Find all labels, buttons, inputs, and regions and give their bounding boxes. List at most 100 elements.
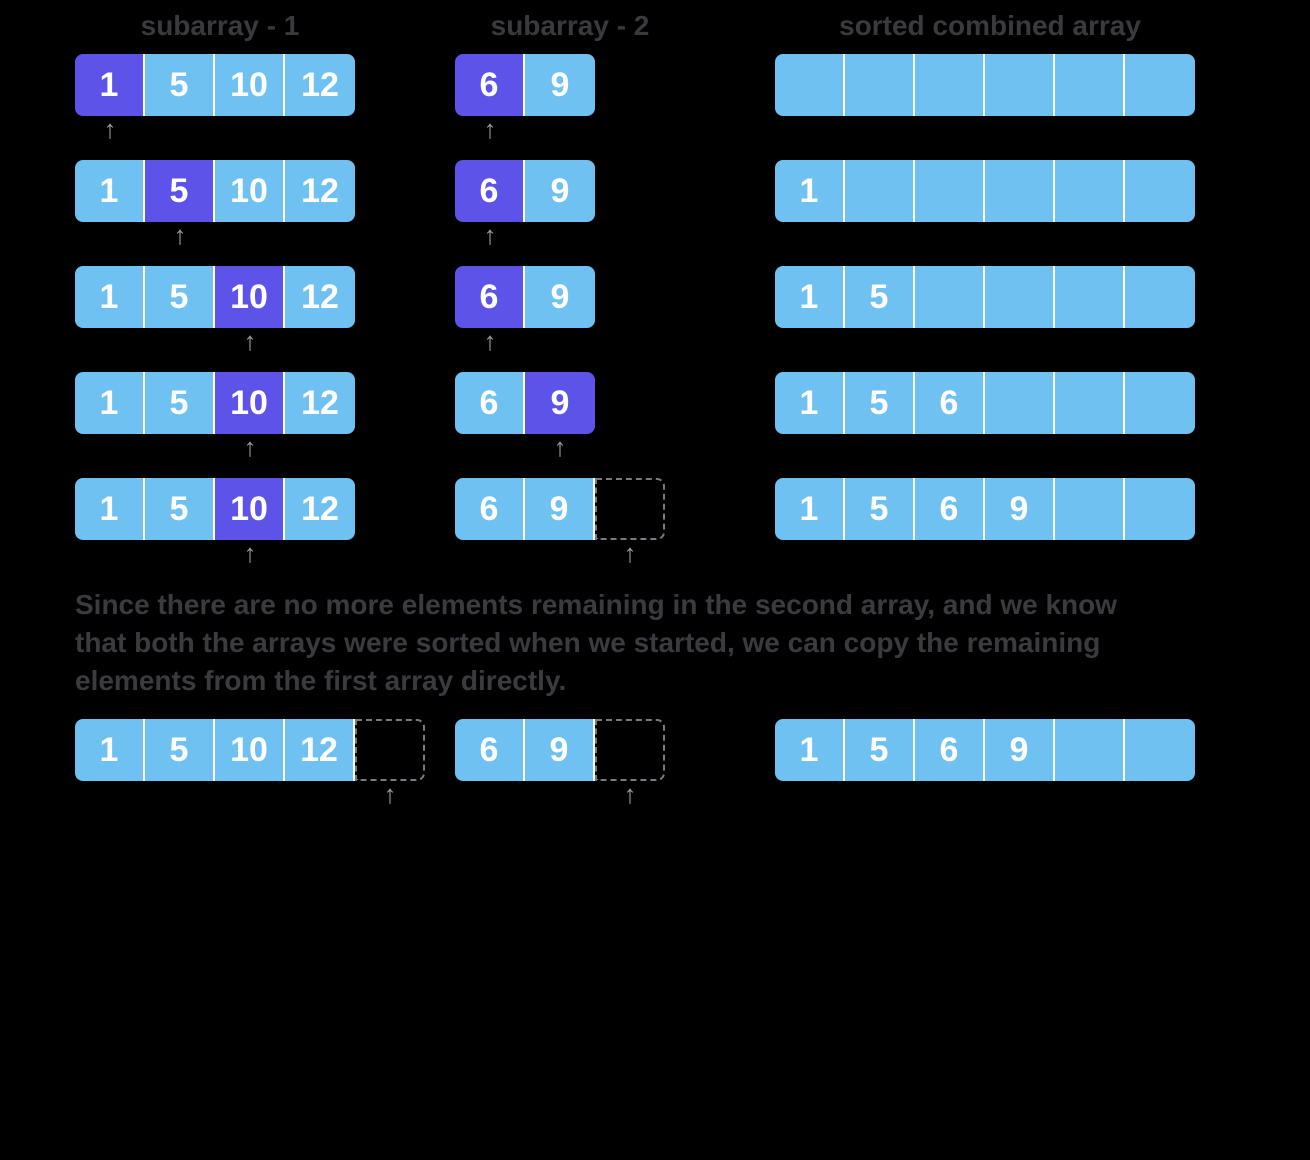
array-cell	[1125, 478, 1195, 540]
array: 151012	[75, 160, 435, 222]
array-cell: 9	[985, 478, 1055, 540]
array-cell: 1	[75, 266, 145, 328]
pointer-arrow-icon: ↑	[75, 118, 145, 146]
array: 15	[775, 266, 1205, 328]
pointer-row: ↑	[455, 330, 675, 358]
array: 69	[455, 54, 675, 116]
pointer-arrow-icon	[215, 783, 285, 811]
pointer-arrow-icon: ↑	[525, 436, 595, 464]
pointer-arrow-icon	[285, 118, 355, 146]
pointer-arrow-icon	[455, 542, 525, 570]
subarray-2-col: 69↑	[455, 478, 675, 570]
subarray-1-col: 151012↑	[75, 372, 435, 464]
combined-array-col	[775, 54, 1205, 116]
pointer-row: ↑	[455, 224, 675, 252]
pointer-arrow-icon	[285, 330, 355, 358]
caption-text: Since there are no more elements remaini…	[75, 586, 1155, 699]
array-cell: 9	[985, 719, 1055, 781]
array: 1	[775, 160, 1205, 222]
array-cell	[985, 160, 1055, 222]
header-subarray-2: subarray - 2	[460, 10, 680, 42]
array-cell	[915, 160, 985, 222]
subarray-1-col: 151012↑	[75, 160, 435, 252]
array	[775, 54, 1205, 116]
array-cell	[845, 160, 915, 222]
array-cell: 1	[775, 478, 845, 540]
pointer-row: ↑	[75, 118, 435, 146]
array-cell: 1	[775, 160, 845, 222]
array-cell	[1125, 266, 1195, 328]
pointer-row: ↑	[75, 224, 435, 252]
array-cell: 9	[525, 372, 595, 434]
array-cell: 5	[145, 719, 215, 781]
array-cell	[1055, 54, 1125, 116]
pointer-arrow-icon: ↑	[215, 542, 285, 570]
array-cell	[1125, 160, 1195, 222]
array-cell: 5	[845, 719, 915, 781]
pointer-row: ↑	[75, 330, 435, 358]
array-cell: 5	[145, 160, 215, 222]
pointer-arrow-icon	[525, 330, 595, 358]
array-cell: 9	[525, 54, 595, 116]
array-cell	[1055, 719, 1125, 781]
array-cell	[985, 54, 1055, 116]
pointer-arrow-icon	[145, 783, 215, 811]
array-cell: 1	[75, 719, 145, 781]
pointer-arrow-icon	[145, 542, 215, 570]
pointer-arrow-icon	[75, 224, 145, 252]
array: 69	[455, 266, 675, 328]
step-row: 151012↑69↑1569	[75, 478, 1235, 570]
array-cell: 6	[915, 719, 985, 781]
array-cell	[845, 54, 915, 116]
step-row: 151012↑69↑1569	[75, 719, 1235, 811]
array-cell: 10	[215, 266, 285, 328]
array-cell-empty-dashed	[595, 478, 665, 540]
array-cell: 5	[145, 478, 215, 540]
array-cell	[775, 54, 845, 116]
pointer-arrow-icon: ↑	[215, 436, 285, 464]
subarray-2-col: 69↑	[455, 372, 675, 464]
step-row: 151012↑69↑1	[75, 160, 1235, 252]
array-cell: 1	[775, 266, 845, 328]
pointer-arrow-icon	[455, 783, 525, 811]
array-cell: 6	[455, 54, 525, 116]
pointer-row: ↑	[75, 783, 435, 811]
array-cell-empty-dashed	[595, 719, 665, 781]
pointer-arrow-icon	[525, 783, 595, 811]
array-cell: 5	[845, 266, 915, 328]
pointer-arrow-icon	[75, 330, 145, 358]
step-row: 151012↑69↑156	[75, 372, 1235, 464]
array: 151012	[75, 719, 435, 781]
array-cell	[915, 266, 985, 328]
array-cell: 1	[75, 372, 145, 434]
pointer-arrow-icon	[455, 436, 525, 464]
pointer-arrow-icon	[145, 330, 215, 358]
pointer-arrow-icon: ↑	[595, 783, 665, 811]
subarray-2-col: 69↑	[455, 719, 675, 811]
step-row: 151012↑69↑15	[75, 266, 1235, 358]
array: 156	[775, 372, 1205, 434]
array-cell: 12	[285, 719, 355, 781]
array-cell: 6	[455, 160, 525, 222]
pointer-arrow-icon	[145, 118, 215, 146]
array: 69	[455, 160, 675, 222]
pointer-arrow-icon: ↑	[355, 783, 425, 811]
subarray-1-col: 151012↑	[75, 54, 435, 146]
step-row: 151012↑ 69 ↑	[75, 54, 1235, 146]
combined-array-col: 1	[775, 160, 1205, 222]
column-headers: subarray - 1 subarray - 2 sorted combine…	[75, 10, 1235, 42]
array-cell	[1055, 372, 1125, 434]
array-cell	[1055, 478, 1125, 540]
subarray-1-col: 151012↑	[75, 266, 435, 358]
pointer-arrow-icon: ↑	[595, 542, 665, 570]
array-cell	[915, 54, 985, 116]
pointer-arrow-icon: ↑	[455, 330, 525, 358]
pointer-arrow-icon	[75, 542, 145, 570]
array-cell: 1	[775, 719, 845, 781]
array-cell: 6	[915, 478, 985, 540]
array-cell: 10	[215, 719, 285, 781]
array-cell: 12	[285, 266, 355, 328]
array: 69	[455, 372, 675, 434]
array-cell: 9	[525, 478, 595, 540]
array: 1569	[775, 478, 1205, 540]
